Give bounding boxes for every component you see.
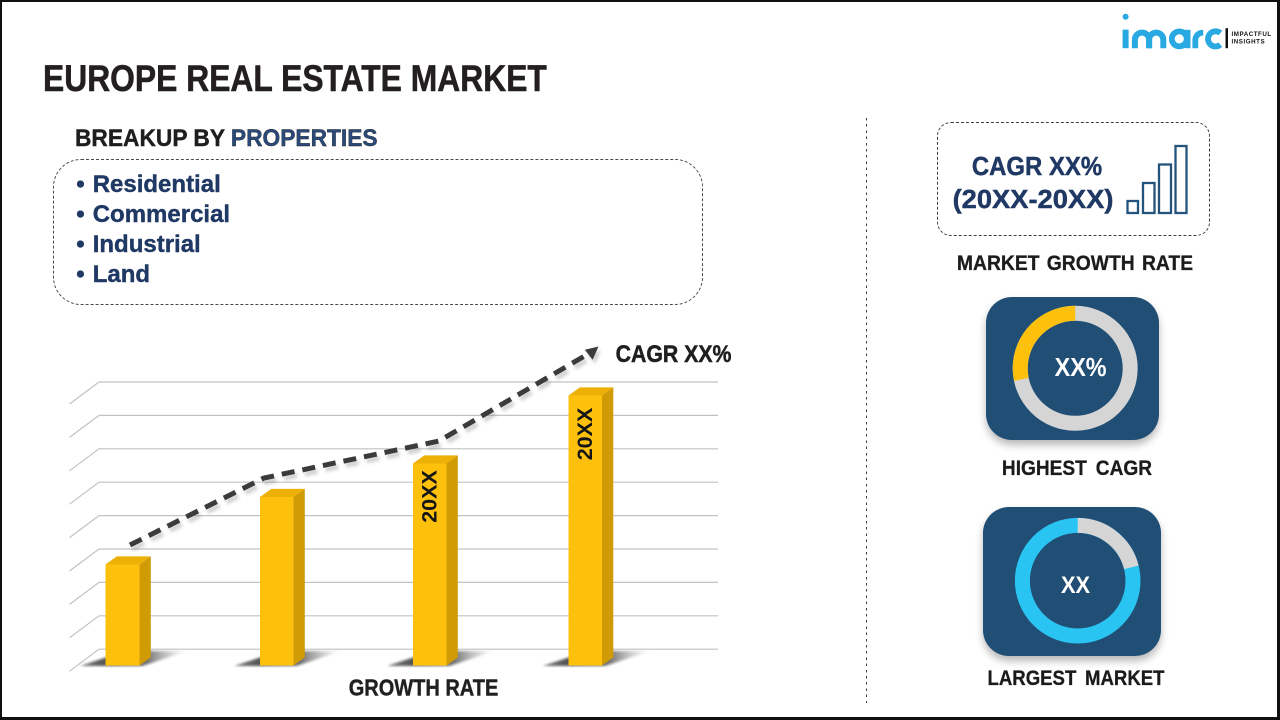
svg-text:20XX: 20XX	[418, 470, 442, 523]
svg-text:XX: XX	[1061, 571, 1091, 598]
svg-text:20XX: 20XX	[573, 407, 597, 460]
svg-text:XX%: XX%	[1055, 354, 1107, 382]
svg-text:CAGR XX%: CAGR XX%	[616, 340, 732, 368]
svg-text:GROWTH RATE: GROWTH RATE	[349, 674, 499, 701]
svg-text:IMPACTFUL: IMPACTFUL	[1232, 31, 1272, 38]
svg-text:INSIGHTS: INSIGHTS	[1232, 39, 1266, 46]
